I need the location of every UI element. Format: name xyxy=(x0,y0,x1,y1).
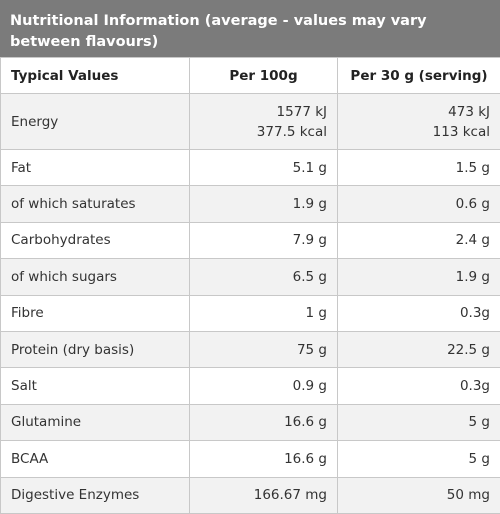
table-row: of which saturates 1.9 g 0.6 g xyxy=(1,186,500,222)
table-row: Energy 1577 kJ 377.5 kcal 473 kJ 113 kca… xyxy=(1,94,500,150)
energy-kj-value: 473 kJ xyxy=(348,102,490,122)
row-label: of which saturates xyxy=(1,186,190,222)
per-100g-cell: 166.67 mg xyxy=(190,477,338,513)
per-serving-cell: 473 kJ 113 kcal xyxy=(338,94,500,150)
title-bar: Nutritional Information (average - value… xyxy=(0,0,500,57)
per-serving-cell: 0.3g xyxy=(338,295,500,331)
row-label: Glutamine xyxy=(1,404,190,440)
energy-kcal-value: 377.5 kcal xyxy=(200,122,327,142)
per-serving-cell: 1.5 g xyxy=(338,150,500,186)
header-typical-values: Typical Values xyxy=(1,58,190,94)
table-row: Carbohydrates 7.9 g 2.4 g xyxy=(1,222,500,258)
per-serving-cell: 0.6 g xyxy=(338,186,500,222)
table-row: Protein (dry basis) 75 g 22.5 g xyxy=(1,331,500,367)
header-row: Typical Values Per 100g Per 30 g (servin… xyxy=(1,58,500,94)
row-label: Fat xyxy=(1,150,190,186)
table-row: Digestive Enzymes 166.67 mg 50 mg xyxy=(1,477,500,513)
header-per-serving: Per 30 g (serving) xyxy=(338,58,500,94)
per-100g-cell: 16.6 g xyxy=(190,441,338,477)
nutrition-table: Typical Values Per 100g Per 30 g (servin… xyxy=(0,57,500,514)
per-serving-cell: 5 g xyxy=(338,404,500,440)
header-per-100g: Per 100g xyxy=(190,58,338,94)
per-100g-cell: 7.9 g xyxy=(190,222,338,258)
table-row: Fat 5.1 g 1.5 g xyxy=(1,150,500,186)
per-100g-cell: 75 g xyxy=(190,331,338,367)
per-serving-cell: 1.9 g xyxy=(338,259,500,295)
per-serving-cell: 0.3g xyxy=(338,368,500,404)
row-label: Salt xyxy=(1,368,190,404)
per-100g-cell: 1.9 g xyxy=(190,186,338,222)
energy-kcal-value: 113 kcal xyxy=(348,122,490,142)
row-label: Energy xyxy=(1,94,190,150)
per-100g-cell: 1 g xyxy=(190,295,338,331)
per-100g-cell: 5.1 g xyxy=(190,150,338,186)
per-100g-cell: 16.6 g xyxy=(190,404,338,440)
table-row: Fibre 1 g 0.3g xyxy=(1,295,500,331)
per-serving-cell: 50 mg xyxy=(338,477,500,513)
per-100g-cell: 0.9 g xyxy=(190,368,338,404)
per-serving-cell: 5 g xyxy=(338,441,500,477)
per-100g-cell: 1577 kJ 377.5 kcal xyxy=(190,94,338,150)
row-label: Fibre xyxy=(1,295,190,331)
row-label: of which sugars xyxy=(1,259,190,295)
table-row: of which sugars 6.5 g 1.9 g xyxy=(1,259,500,295)
energy-kj-value: 1577 kJ xyxy=(200,102,327,122)
table-title: Nutritional Information (average - value… xyxy=(10,11,490,53)
table-row: BCAA 16.6 g 5 g xyxy=(1,441,500,477)
table-row: Glutamine 16.6 g 5 g xyxy=(1,404,500,440)
row-label: Protein (dry basis) xyxy=(1,331,190,367)
table-row: Salt 0.9 g 0.3g xyxy=(1,368,500,404)
row-label: Digestive Enzymes xyxy=(1,477,190,513)
per-100g-cell: 6.5 g xyxy=(190,259,338,295)
row-label: Carbohydrates xyxy=(1,222,190,258)
per-serving-cell: 22.5 g xyxy=(338,331,500,367)
per-serving-cell: 2.4 g xyxy=(338,222,500,258)
row-label: BCAA xyxy=(1,441,190,477)
